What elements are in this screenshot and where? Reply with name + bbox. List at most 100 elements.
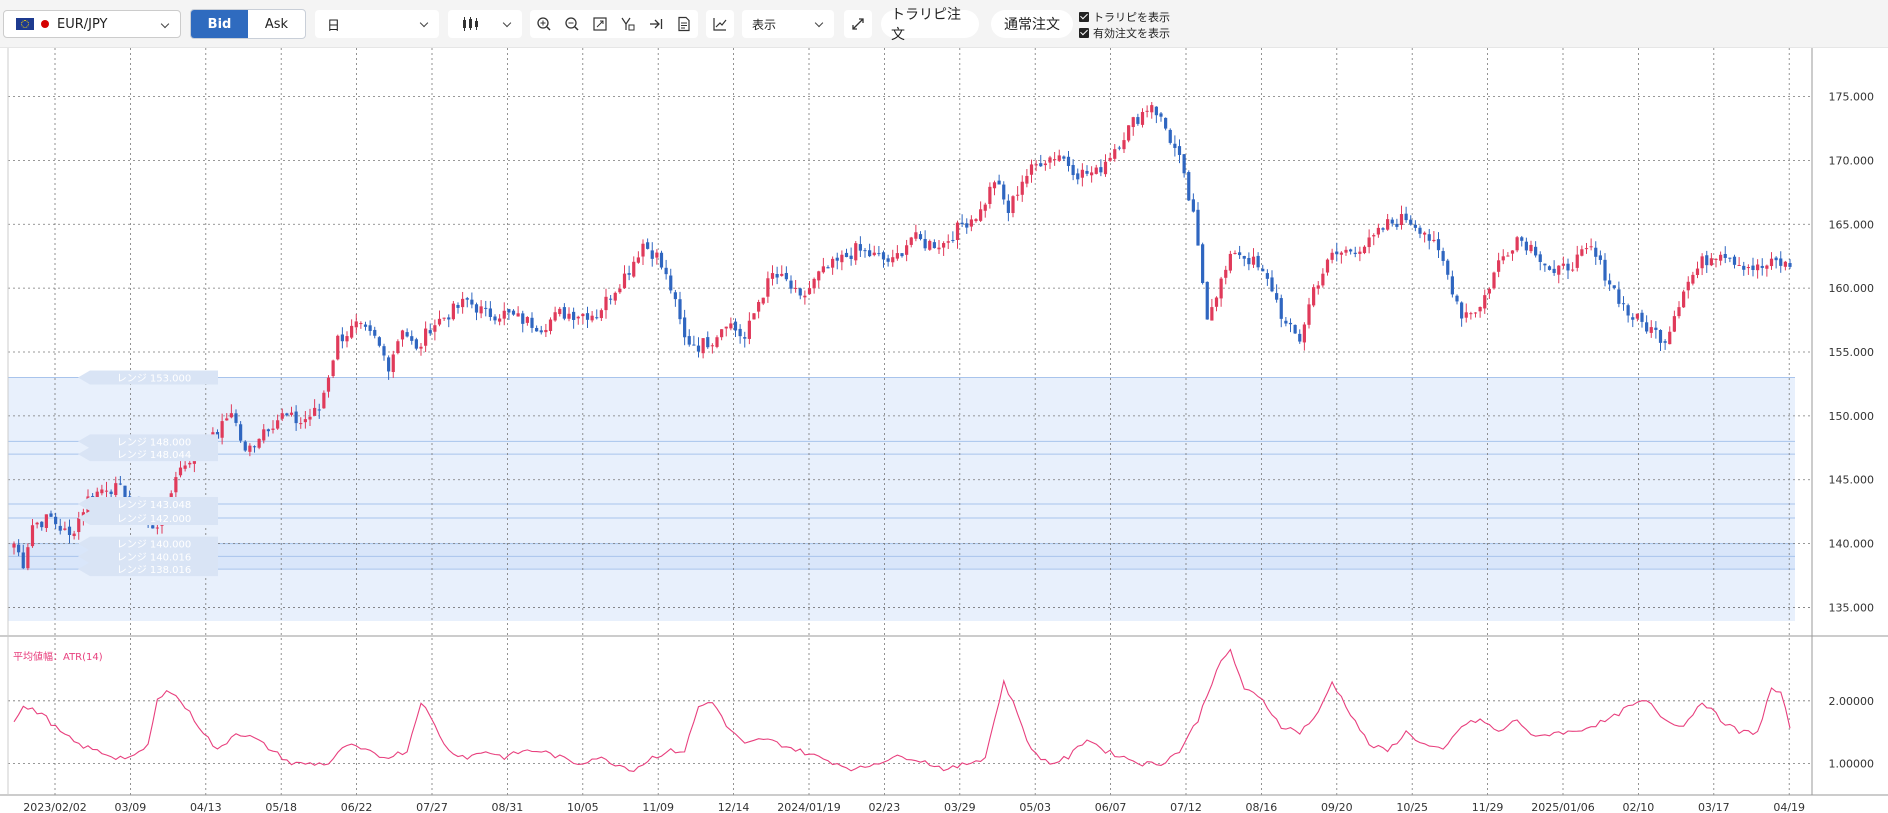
candle xyxy=(456,302,460,314)
chevron-down-icon xyxy=(814,18,824,28)
symbol-select[interactable]: EUR/JPY xyxy=(3,10,181,38)
candle-body xyxy=(1497,260,1501,272)
candle xyxy=(1788,259,1792,269)
candle xyxy=(178,459,183,478)
candle-body xyxy=(1571,269,1575,271)
candle xyxy=(729,317,733,331)
candle-body xyxy=(63,528,67,530)
candle-body xyxy=(1658,330,1663,343)
candle xyxy=(1427,228,1431,250)
candle xyxy=(1534,241,1538,258)
x-tick-label: 2024/01/19 xyxy=(777,801,840,813)
candle-body xyxy=(243,441,247,451)
candle-body xyxy=(1127,125,1131,141)
display-select[interactable]: 表示 xyxy=(742,10,834,38)
candle-body xyxy=(1524,241,1528,251)
candle xyxy=(798,287,802,300)
normal-order-button[interactable]: 通常注文 xyxy=(991,10,1073,38)
candle xyxy=(49,510,53,518)
document-icon[interactable] xyxy=(674,14,694,34)
candle xyxy=(678,291,682,325)
candle-body xyxy=(1122,140,1126,150)
candle-body xyxy=(1742,265,1746,270)
candle-body xyxy=(997,180,1001,185)
compare-button[interactable] xyxy=(706,10,734,38)
x-tick-label: 07/27 xyxy=(416,801,448,813)
expand-button[interactable] xyxy=(844,10,872,38)
candle xyxy=(465,296,469,308)
candle-body xyxy=(1228,253,1232,271)
candle-body xyxy=(1242,255,1246,259)
trailpi-order-button[interactable]: トラリピ注文 xyxy=(881,7,979,43)
candle xyxy=(280,408,284,421)
chart-type-select[interactable] xyxy=(448,10,522,38)
candle xyxy=(946,234,950,250)
candle xyxy=(266,428,270,437)
candle xyxy=(826,265,830,269)
candle xyxy=(548,317,553,335)
candle xyxy=(447,314,451,328)
candle xyxy=(104,481,109,497)
candle xyxy=(803,290,807,305)
price-scale-icon[interactable] xyxy=(618,14,638,34)
candle-body xyxy=(854,243,858,261)
show-trailpi-checkbox[interactable]: トラリピを表示 xyxy=(1079,9,1170,25)
candle-body xyxy=(1460,302,1464,319)
candle-body xyxy=(1117,147,1121,149)
atr-y-tick-label: 2.00000 xyxy=(1829,695,1875,708)
candle xyxy=(789,275,793,294)
candle-body xyxy=(872,252,876,256)
candle-body xyxy=(1395,223,1399,227)
x-tick-label: 08/16 xyxy=(1246,801,1278,813)
candle-body xyxy=(363,324,368,327)
fit-icon[interactable] xyxy=(590,14,610,34)
zoom-in-icon[interactable] xyxy=(534,14,554,34)
price-chart[interactable]: レンジ 153.000 レンジ 148.000 レンジ 148.044 レンジ 143… xyxy=(0,48,1888,813)
candle-body xyxy=(1113,149,1117,159)
candle xyxy=(1682,289,1686,308)
candle xyxy=(747,312,751,345)
period-select[interactable]: 日 xyxy=(315,10,439,38)
bid-button[interactable]: Bid xyxy=(191,10,248,38)
candle xyxy=(368,320,372,336)
candle xyxy=(1094,164,1098,175)
candle-body xyxy=(1006,200,1010,213)
candle xyxy=(530,312,534,333)
y-tick-label: 175.000 xyxy=(1829,91,1875,104)
candle-body xyxy=(562,307,566,319)
candle-body xyxy=(1094,167,1098,174)
candle xyxy=(525,316,529,326)
candle-body xyxy=(239,424,243,441)
candle-body xyxy=(257,438,261,448)
candle-body xyxy=(72,533,76,537)
candle-body xyxy=(1543,263,1547,266)
candle xyxy=(437,310,442,327)
candle-body xyxy=(1441,251,1445,261)
show-orders-checkbox[interactable]: 有効注文を表示 xyxy=(1079,25,1170,41)
candle-body xyxy=(618,288,622,293)
candle xyxy=(17,539,21,557)
candle xyxy=(1746,264,1750,275)
candle xyxy=(294,405,298,431)
candle xyxy=(336,334,340,361)
candle-body xyxy=(437,318,442,325)
candle-body xyxy=(1164,117,1168,129)
candle-body xyxy=(849,255,853,259)
candle-body xyxy=(1529,244,1533,252)
candle xyxy=(1728,257,1732,263)
candle-body xyxy=(1760,265,1764,268)
candle xyxy=(1145,105,1149,118)
candle-body xyxy=(1358,251,1362,254)
candle xyxy=(1219,276,1223,307)
candle xyxy=(1705,250,1709,273)
candle-body xyxy=(914,232,918,239)
candle xyxy=(1066,150,1071,172)
ask-button[interactable]: Ask xyxy=(264,16,289,32)
atr-y-tick-label: 1.00000 xyxy=(1829,758,1875,771)
zoom-out-icon[interactable] xyxy=(562,14,582,34)
jump-latest-icon[interactable] xyxy=(646,14,666,34)
candle-body xyxy=(881,252,886,260)
range-tag-shape xyxy=(78,447,218,462)
candle xyxy=(1547,265,1552,271)
candle xyxy=(373,326,377,339)
